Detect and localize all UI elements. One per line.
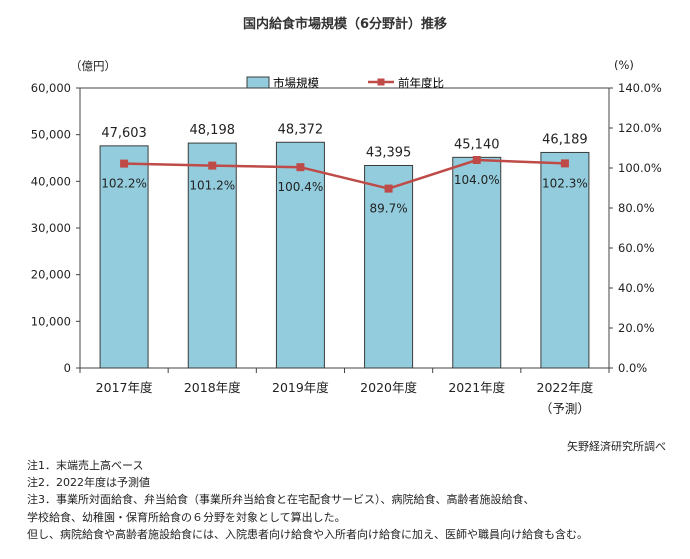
bar-value-label: 46,189 xyxy=(542,132,588,147)
left-tick-label: 50,000 xyxy=(31,128,71,142)
right-tick-label: 100.0% xyxy=(618,161,662,175)
line-marker xyxy=(296,163,305,172)
bar-value-label: 48,198 xyxy=(190,123,236,138)
x-category-sublabel: （予測） xyxy=(540,401,590,416)
plot-frame xyxy=(79,87,610,369)
chart-title: 国内給食市場規模（6分野計）推移 xyxy=(242,17,448,32)
bar xyxy=(99,145,149,369)
left-axis-unit: （億円） xyxy=(70,59,116,73)
legend-line-label: 前年度比 xyxy=(398,76,444,90)
right-tick-label: 20.0% xyxy=(618,321,655,335)
source-credit: 矢野経済研究所調べ xyxy=(567,440,666,453)
left-tick-label: 60,000 xyxy=(31,81,71,95)
axes-group: 0 10,000 20,000 30,000 40,000 50,000 60,000 0.0… xyxy=(31,81,662,416)
ratio-value-label: 89.7% xyxy=(370,202,408,216)
right-tick-label: 120.0% xyxy=(618,121,662,135)
line-marker xyxy=(560,159,569,168)
right-tick-label: 60.0% xyxy=(618,241,655,255)
note-line: 注3．事業所対面給食、弁当給食（事業所弁当給食と在宅配食サービス）、病院給食、高… xyxy=(27,493,535,507)
ratio-value-label: 101.2% xyxy=(189,179,235,193)
left-tick-label: 40,000 xyxy=(31,174,71,188)
legend-bar-label: 市場規模 xyxy=(273,76,319,90)
note-line: 注1．末端売上高ベース xyxy=(27,459,144,472)
chart-svg: 47,603 48,198 48,372 43,395 45,140 46,189 102.… xyxy=(31,76,662,416)
bar xyxy=(452,156,502,369)
right-tick-label: 40.0% xyxy=(618,281,655,295)
line-marker xyxy=(384,184,393,193)
bar-value-label: 48,372 xyxy=(278,122,324,137)
right-axis-unit: (%) xyxy=(614,58,634,72)
line-marker xyxy=(472,156,481,164)
x-category-label: 2021年度 xyxy=(448,380,505,395)
ratio-value-label: 104.0% xyxy=(454,173,500,187)
legend: 市場規模 前年度比 xyxy=(246,76,444,90)
line-marker xyxy=(208,161,217,170)
left-tick-label: 20,000 xyxy=(31,268,71,282)
bars-group xyxy=(99,141,590,369)
bar xyxy=(364,164,414,369)
bar xyxy=(187,142,237,369)
bar xyxy=(540,151,590,369)
data-labels-group: 47,603 48,198 48,372 43,395 45,140 46,189 102.… xyxy=(101,122,588,215)
line-marker xyxy=(120,159,129,168)
x-category-label: 2017年度 xyxy=(96,380,153,395)
ratio-value-label: 102.3% xyxy=(542,176,588,190)
note-line: 但し、病院給食や高齢者施設給食には、入院患者向け給食や入所者向け給食に加え、医師… xyxy=(27,527,588,541)
right-tick-label: 0.0% xyxy=(618,361,647,375)
note-line: 注2．2022年度は予測値 xyxy=(27,476,150,490)
x-category-label: 2019年度 xyxy=(272,380,329,395)
x-category-label: 2022年度 xyxy=(537,380,594,395)
x-category-label: 2020年度 xyxy=(360,380,417,395)
line-series-group xyxy=(120,156,569,193)
ratio-value-label: 102.2% xyxy=(101,177,147,191)
notes-block: 注1．末端売上高ベース 注2．2022年度は予測値 注3．事業所対面給食、弁当給… xyxy=(27,457,588,543)
bar-value-label: 47,603 xyxy=(101,126,147,141)
note-line: 学校給食、幼稚園・保育所給食の６分野を対象として算出した。 xyxy=(27,510,346,524)
left-tick-label: 0 xyxy=(64,361,71,375)
left-tick-label: 30,000 xyxy=(31,221,71,235)
ratio-value-label: 100.4% xyxy=(278,180,324,194)
bar xyxy=(275,141,325,369)
right-tick-label: 140.0% xyxy=(618,81,662,95)
line-path xyxy=(124,158,565,190)
legend-bar-swatch xyxy=(246,76,270,89)
x-category-label: 2018年度 xyxy=(184,380,241,395)
bar-value-label: 45,140 xyxy=(454,137,500,152)
bar-value-label: 43,395 xyxy=(366,145,412,160)
legend-line-marker xyxy=(377,78,385,86)
left-tick-label: 10,000 xyxy=(31,314,71,328)
right-tick-label: 80.0% xyxy=(618,201,655,215)
